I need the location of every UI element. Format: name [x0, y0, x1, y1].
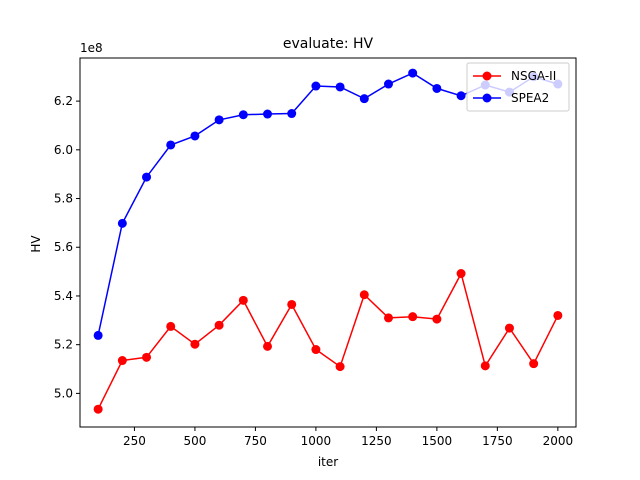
data-point-nsgaii	[456, 269, 466, 279]
data-point-nsgaii	[359, 290, 369, 300]
data-point-nsgaii	[166, 321, 176, 331]
data-point-spea2	[166, 140, 176, 150]
data-point-spea2	[408, 68, 418, 78]
y-tick-label: 5.8	[54, 192, 73, 206]
x-tick-label: 1000	[301, 434, 332, 448]
data-point-spea2	[263, 109, 273, 119]
data-point-spea2	[335, 82, 345, 92]
y-offset-label: 1e8	[80, 41, 103, 55]
data-point-nsgaii	[93, 404, 103, 414]
data-point-nsgaii	[117, 356, 127, 366]
data-point-spea2	[311, 81, 321, 91]
x-tick-label: 1250	[361, 434, 392, 448]
legend: NSGA-II SPEA2	[466, 62, 570, 112]
data-point-spea2	[93, 330, 103, 340]
legend-box	[466, 62, 570, 112]
data-point-nsgaii	[214, 320, 224, 330]
data-point-spea2	[238, 110, 248, 120]
y-axis-label: HV	[29, 235, 43, 253]
data-point-spea2	[214, 115, 224, 125]
data-point-nsgaii	[529, 359, 539, 369]
data-point-spea2	[287, 109, 297, 119]
y-tick-label: 5.2	[54, 338, 73, 352]
y-tick-label: 6.2	[54, 94, 73, 108]
x-tick-label: 1750	[482, 434, 513, 448]
legend-label-nsga2: NSGA-II	[511, 69, 556, 83]
legend-label-spea2: SPEA2	[511, 91, 549, 105]
x-tick-label: 2000	[543, 434, 574, 448]
data-point-nsgaii	[287, 299, 297, 309]
data-point-nsgaii	[263, 341, 273, 351]
y-tick-label: 5.6	[54, 240, 73, 254]
data-point-nsgaii	[432, 314, 442, 324]
data-point-nsgaii	[335, 362, 345, 372]
data-point-spea2	[190, 131, 200, 141]
data-point-nsgaii	[190, 339, 200, 349]
data-point-spea2	[117, 218, 127, 228]
x-tick-label: 500	[183, 434, 206, 448]
legend-marker-nsga2	[482, 71, 492, 81]
data-point-nsgaii	[480, 361, 490, 371]
data-point-nsgaii	[311, 345, 321, 355]
series-line-nsgaii	[97, 271, 559, 410]
x-tick-label: 1500	[422, 434, 453, 448]
x-tick-label: 750	[244, 434, 267, 448]
x-tick-label: 250	[123, 434, 146, 448]
y-tick-label: 5.4	[54, 289, 73, 303]
plot-frame	[79, 57, 577, 428]
data-point-nsgaii	[238, 295, 248, 305]
y-tick-label: 5.0	[54, 386, 73, 400]
data-point-nsgaii	[142, 352, 152, 362]
data-point-nsgaii	[408, 312, 418, 322]
data-point-nsgaii	[504, 323, 514, 333]
x-axis-ticks: 250 500 750 1000 1250 1500 1750 2000	[123, 427, 573, 448]
y-tick-label: 6.0	[54, 143, 73, 157]
x-axis-label: iter	[318, 455, 338, 469]
data-point-spea2	[359, 94, 369, 104]
data-point-spea2	[383, 79, 393, 89]
legend-marker-spea2	[482, 93, 492, 103]
chart-title: evaluate: HV	[283, 36, 374, 52]
data-point-nsgaii	[553, 310, 563, 320]
y-axis-ticks: 5.0 5.2 5.4 5.6 5.8 6.0 6.2	[54, 94, 80, 400]
data-point-nsgaii	[383, 313, 393, 323]
data-point-spea2	[142, 172, 152, 182]
data-point-spea2	[456, 91, 466, 101]
data-point-spea2	[432, 83, 442, 93]
